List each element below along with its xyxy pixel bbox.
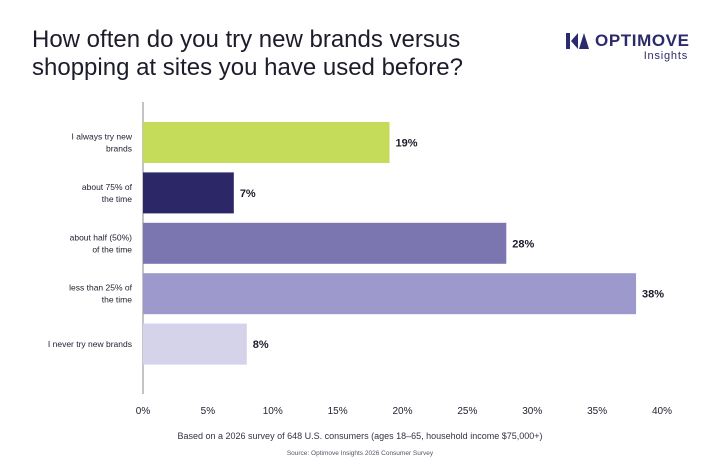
category-label-4: less than 25% of the time — [69, 283, 132, 305]
optimove-logo: OPTIMOVE Insights — [566, 31, 696, 67]
x-tick-label-9: 40% — [652, 406, 672, 417]
brand-subtitle: Insights — [643, 50, 688, 62]
x-tick-label-8: 35% — [587, 406, 607, 417]
category-label-3-line-2: of the time — [92, 244, 132, 254]
chart-title: How often do you try new brands versus s… — [32, 26, 512, 82]
chart-title-line-1: How often do you try new brands versus — [32, 26, 461, 53]
x-tick-label-4: 15% — [328, 406, 348, 417]
category-label-4-line-2: the time — [102, 295, 133, 305]
category-label-2-line-1: about 75% of — [82, 182, 133, 192]
chart-title-line-2: shopping at sites you have used before? — [32, 54, 463, 81]
brand-name: OPTIMOVE — [595, 31, 690, 50]
category-label-5: I never try new brands — [48, 339, 132, 349]
x-tick-label-5: 20% — [392, 406, 412, 417]
category-label-1-line-1: I always try new — [72, 132, 133, 142]
category-label-1: I always try new brands — [72, 132, 133, 154]
data-label-2: 7% — [240, 188, 256, 200]
x-tick-label-7: 30% — [522, 406, 542, 417]
data-label-5: 8% — [253, 339, 269, 351]
category-label-5-line-1: I never try new brands — [48, 339, 132, 349]
category-label-2: about 75% of the time — [82, 182, 133, 204]
optimove-logo-icon — [566, 33, 589, 49]
bar-2 — [143, 172, 234, 214]
bar-5 — [143, 323, 247, 365]
x-tick-label-1: 0% — [136, 406, 151, 417]
data-label-4: 38% — [642, 289, 664, 301]
category-label-2-line-2: the time — [102, 194, 133, 204]
source-note: Source: Optimove Insights 2026 Consumer … — [286, 450, 434, 457]
data-label-1: 19% — [396, 138, 418, 150]
category-label-4-line-1: less than 25% of — [69, 283, 132, 293]
data-label-3: 28% — [512, 238, 534, 250]
bar-3 — [143, 222, 507, 264]
bar-1 — [143, 122, 390, 163]
bar-4 — [143, 273, 637, 315]
x-tick-label-3: 10% — [263, 406, 283, 417]
x-tick-label-2: 5% — [201, 406, 216, 417]
category-label-3: about half (50%) of the time — [70, 232, 133, 254]
category-label-3-line-1: about half (50%) — [70, 232, 133, 242]
x-tick-label-6: 25% — [457, 406, 477, 417]
survey-footnote: Based on a 2026 survey of 648 U.S. consu… — [177, 431, 543, 441]
category-label-1-line-2: brands — [106, 144, 132, 154]
